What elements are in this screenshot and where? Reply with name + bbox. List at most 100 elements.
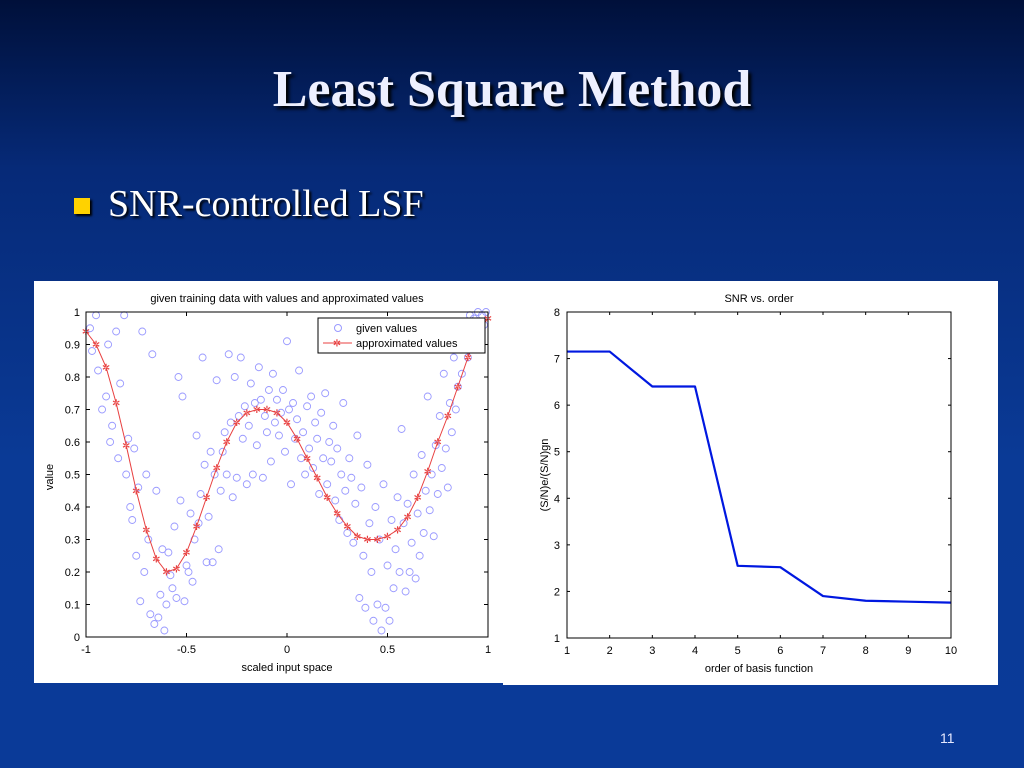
approximated-value-marker: ✲	[182, 548, 190, 559]
given-value-point	[252, 441, 261, 450]
y-tick-label: 7	[554, 354, 560, 366]
given-value-point	[417, 451, 426, 459]
legend-box	[317, 317, 486, 354]
given-value-point	[86, 324, 94, 333]
given-value-point	[405, 568, 414, 576]
y-axis-label: (S/N)e/(S/N)gn	[539, 439, 551, 512]
approximated-value-marker: ✲	[424, 467, 432, 478]
given-value-point	[315, 490, 324, 498]
approximated-value-marker: ✲	[112, 399, 120, 410]
x-tick-label: 9	[905, 645, 911, 657]
given-value-point	[283, 337, 291, 346]
given-value-point	[441, 444, 450, 453]
x-axis-label: order of basis function	[705, 663, 813, 675]
approximated-value-marker: ✲	[353, 532, 361, 543]
given-value-point	[206, 447, 215, 456]
given-value-point	[106, 438, 115, 446]
approximated-value-marker: ✲	[162, 568, 170, 579]
bullet-text: SNR-controlled LSF	[108, 183, 424, 225]
given-value-point	[325, 438, 334, 446]
given-value-point	[158, 545, 167, 554]
snr-line	[567, 350, 952, 604]
approximated-value-marker: ✲	[212, 464, 220, 475]
given-value-point	[120, 311, 129, 320]
given-value-point	[238, 434, 247, 443]
given-value-point	[351, 499, 360, 508]
given-value-point	[242, 480, 251, 489]
given-value-point	[319, 454, 328, 463]
given-value-point	[94, 366, 103, 375]
approximated-value-marker: ✲	[192, 522, 200, 533]
given-value-point	[297, 454, 306, 463]
given-value-point	[196, 490, 205, 498]
x-tick-label: 5	[735, 645, 741, 657]
given-value-point	[349, 538, 358, 547]
given-value-point	[204, 512, 213, 521]
given-value-point	[208, 558, 217, 567]
given-value-point	[182, 561, 191, 570]
approximated-value-marker: ✲	[152, 555, 160, 566]
given-value-point	[254, 363, 263, 372]
given-value-point	[146, 610, 155, 619]
y-tick-label: 4	[554, 493, 560, 505]
legend-label-approx: approximated values	[356, 338, 458, 350]
given-value-point	[367, 568, 376, 576]
given-value-point	[463, 353, 472, 362]
given-value-point	[270, 418, 279, 427]
given-value-point	[226, 418, 235, 427]
given-value-point	[317, 408, 326, 417]
approximated-value-marker: ✲	[383, 532, 391, 543]
x-tick-label: 1	[564, 645, 570, 657]
given-value-point	[136, 597, 145, 606]
chart-title: SNR vs. order	[724, 293, 793, 305]
approximated-value-marker: ✲	[122, 441, 130, 452]
given-value-point	[275, 431, 283, 440]
given-value-point	[403, 499, 412, 508]
given-value-point	[447, 428, 456, 437]
approximated-value-marker: ✲	[263, 405, 271, 416]
chart-panel-snr: 1 2 3 4 5 6 7 8 9 10 1 2 3 4 5 6 7 8 SNR vs. order order …	[503, 281, 998, 685]
given-value-point	[381, 603, 390, 612]
given-value-point	[262, 428, 271, 437]
x-tick-label: -1	[81, 644, 91, 656]
given-value-point	[303, 402, 312, 411]
given-value-point	[371, 503, 380, 511]
given-value-point	[293, 415, 301, 424]
given-value-point	[234, 412, 243, 420]
approximated-value-marker: ✲	[303, 454, 311, 465]
given-value-point	[281, 447, 289, 456]
given-value-point	[321, 389, 330, 398]
approximated-value-marker: ✲	[92, 340, 100, 351]
given-value-point	[355, 594, 364, 602]
given-value-point	[307, 392, 316, 401]
x-axis-label: scaled input space	[241, 662, 332, 674]
given-value-point	[399, 519, 408, 528]
given-value-point	[419, 529, 428, 537]
given-value-point	[202, 558, 211, 567]
given-value-point	[230, 373, 239, 381]
y-tick-label: 0.4	[65, 502, 80, 514]
approximated-value-marker: ✲	[373, 535, 381, 546]
approximated-value-marker: ✲	[243, 408, 251, 419]
given-value-point	[126, 503, 135, 511]
approximated-value-marker: ✲	[202, 493, 210, 504]
given-value-point	[222, 470, 231, 479]
given-value-point	[88, 347, 96, 355]
training-data-chart: ✲✲✲✲✲✲✲✲✲ ✲✲✲✲✲✲✲✲ ✲ ✲ ✲✲✲✲✲✲✲✲✲ ✲ ✲ ✲✲✲✲✲✲✲✲✲✲…	[44, 293, 492, 674]
given-value-point	[250, 399, 259, 407]
given-value-point	[268, 369, 277, 378]
approximated-value-marker: ✲	[454, 382, 462, 393]
y-tick-label: 6	[554, 400, 560, 412]
y-tick-label: 0.8	[65, 372, 80, 384]
given-value-point	[445, 399, 454, 407]
given-value-point	[132, 551, 141, 560]
legend: given values ✲ approximated values	[317, 317, 486, 354]
given-value-point	[114, 454, 123, 463]
approximated-value-marker: ✲	[102, 363, 110, 374]
given-value-point	[421, 486, 430, 495]
legend-circle-icon	[334, 324, 342, 332]
approximated-value-marker: ✲	[444, 412, 452, 423]
given-value-point	[327, 457, 336, 466]
given-value-point	[395, 568, 404, 576]
given-value-point	[244, 421, 253, 430]
